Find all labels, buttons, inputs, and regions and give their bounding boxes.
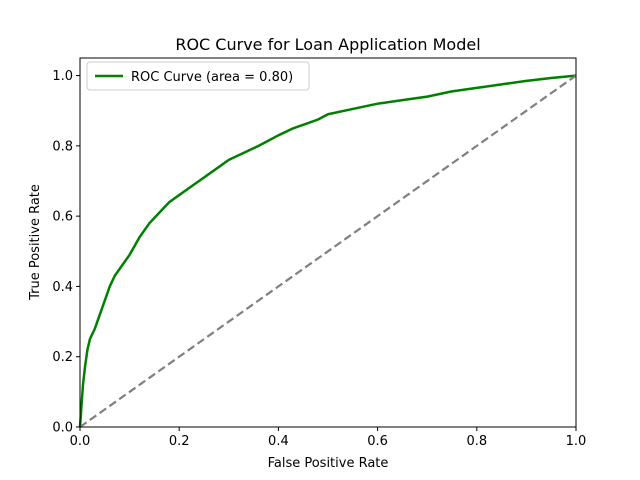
chance-diagonal-line <box>79 74 577 428</box>
x-tick-label: 0.6 <box>367 434 388 449</box>
legend-label-roc: ROC Curve (area = 0.80) <box>131 70 293 85</box>
y-tick-label: 0.6 <box>52 210 73 225</box>
legend: ROC Curve (area = 0.80) <box>86 61 310 91</box>
x-tick-label: 0.8 <box>466 434 487 449</box>
plot-area: 0.0 0.2 0.4 0.6 0.8 1.0 0.0 0.2 0.4 0.6 0.8 1.0 <box>52 57 587 449</box>
x-tick-label: 0.4 <box>268 434 289 449</box>
x-axis-title: False Positive Rate <box>268 456 389 471</box>
y-tick-label: 1.0 <box>52 69 73 84</box>
y-tick-label: 0.8 <box>52 139 73 154</box>
x-tick-label: 0.0 <box>70 434 91 449</box>
y-tick-label: 0.2 <box>52 350 73 365</box>
chart-title: ROC Curve for Loan Application Model <box>175 35 480 54</box>
y-tick-label: 0.4 <box>52 280 73 295</box>
y-tick-label: 0.0 <box>52 421 73 436</box>
plot-frame <box>79 57 577 428</box>
roc-curve-line <box>78 74 577 428</box>
y-axis-title: True Positive Rate <box>28 184 43 301</box>
legend-box <box>86 61 310 91</box>
x-tick-label: 1.0 <box>566 434 587 449</box>
x-tick-label: 0.2 <box>169 434 190 449</box>
